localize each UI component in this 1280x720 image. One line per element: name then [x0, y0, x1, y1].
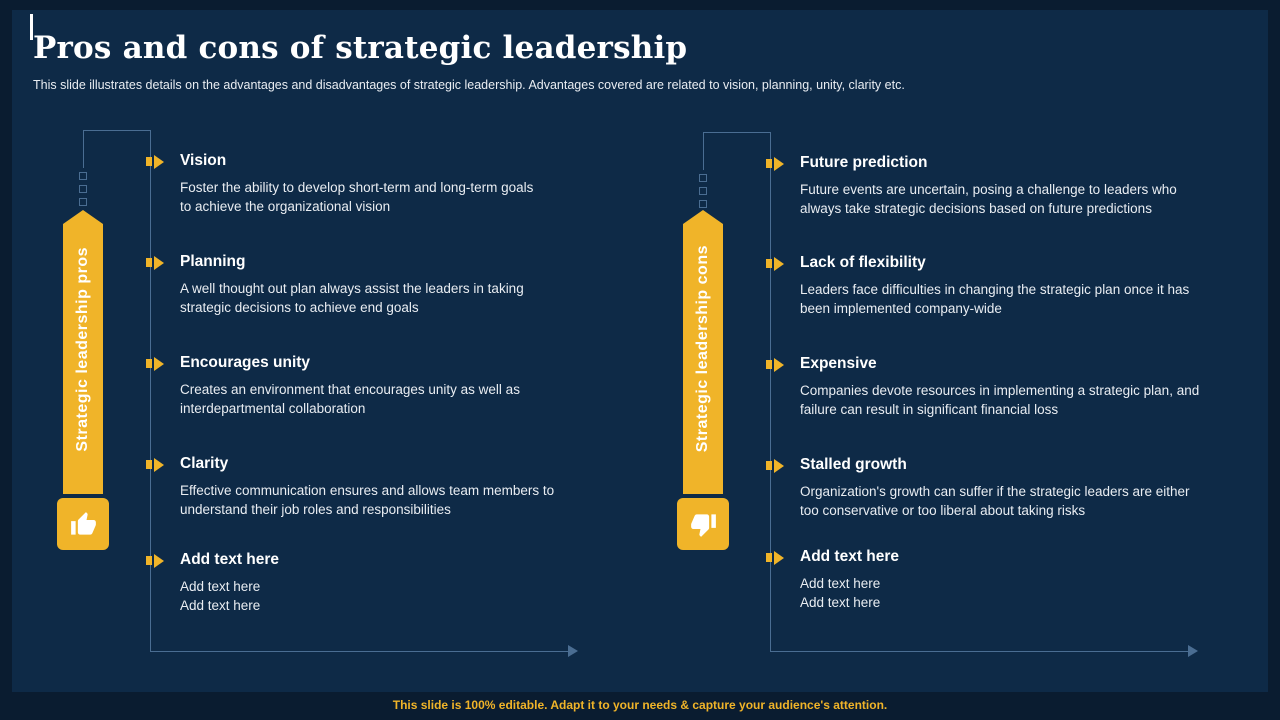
- double-arrow-icon: [146, 554, 172, 568]
- cons-frame-line-bottom: [770, 651, 1188, 652]
- placeholder-heading[interactable]: Add text here: [800, 548, 900, 565]
- cons-item-placeholder: Add text here Add text here Add text her…: [766, 548, 1206, 612]
- cons-connector-line-top: [704, 132, 770, 133]
- pros-connector-line-stub: [83, 130, 84, 168]
- pros-ribbon: Strategic leadership pros: [63, 210, 103, 494]
- cons-item-lack-of-flexibility: Lack of flexibility Leaders face difficu…: [766, 254, 1206, 318]
- double-arrow-icon: [146, 256, 172, 270]
- cons-item-expensive: Expensive Companies devote resources in …: [766, 355, 1206, 419]
- pros-arrowhead-icon: [568, 645, 578, 657]
- double-arrow-icon: [766, 358, 792, 372]
- item-heading: Clarity: [180, 455, 229, 472]
- pros-item-encourages-unity: Encourages unity Creates an environment …: [146, 354, 546, 418]
- thumbs-down-badge: [677, 498, 729, 550]
- item-heading: Lack of flexibility: [800, 254, 926, 271]
- double-arrow-icon: [766, 157, 792, 171]
- cons-connector-line-stub: [703, 132, 704, 170]
- pros-item-planning: Planning A well thought out plan always …: [146, 253, 546, 317]
- thumbs-down-icon: [690, 513, 716, 537]
- pros-frame-line-vertical: [150, 130, 151, 651]
- slide-background: [12, 10, 1268, 692]
- placeholder-body[interactable]: Add text here Add text here: [800, 576, 881, 610]
- item-heading: Future prediction: [800, 154, 928, 171]
- thumbs-up-badge: [57, 498, 109, 550]
- item-body: Leaders face difficulties in changing th…: [800, 282, 1190, 316]
- cons-frame-line-vertical: [770, 132, 771, 651]
- cons-ribbon: Strategic leadership cons: [683, 210, 723, 494]
- thumbs-up-icon: [70, 511, 96, 535]
- pros-ribbon-label: Strategic leadership pros: [74, 246, 91, 452]
- item-heading: Planning: [180, 253, 246, 270]
- slide-subtitle: This slide illustrates details on the ad…: [33, 78, 905, 92]
- double-arrow-icon: [146, 458, 172, 472]
- item-body: Companies devote resources in implementi…: [800, 383, 1200, 417]
- corner-mark: [30, 14, 33, 40]
- page-title: Pros and cons of strategic leadership: [33, 30, 688, 66]
- cons-arrowhead-icon: [1188, 645, 1198, 657]
- item-body: Creates an environment that encourages u…: [180, 382, 520, 416]
- item-heading: Vision: [180, 152, 227, 169]
- cons-item-stalled-growth: Stalled growth Organization's growth can…: [766, 456, 1206, 520]
- item-heading: Encourages unity: [180, 354, 311, 371]
- double-arrow-icon: [146, 357, 172, 371]
- pros-dotted-connector: [79, 172, 87, 206]
- item-body: Future events are uncertain, posing a ch…: [800, 182, 1177, 216]
- item-heading: Stalled growth: [800, 456, 907, 473]
- pros-frame-line-bottom: [150, 651, 568, 652]
- placeholder-heading[interactable]: Add text here: [180, 551, 280, 568]
- slide-footer: This slide is 100% editable. Adapt it to…: [392, 698, 888, 712]
- double-arrow-icon: [766, 459, 792, 473]
- placeholder-body[interactable]: Add text here Add text here: [180, 579, 261, 613]
- cons-item-future-prediction: Future prediction Future events are unce…: [766, 154, 1206, 218]
- double-arrow-icon: [766, 551, 792, 565]
- double-arrow-icon: [766, 257, 792, 271]
- item-body: Organization's growth can suffer if the …: [800, 484, 1190, 518]
- double-arrow-icon: [146, 155, 172, 169]
- item-body: A well thought out plan always assist th…: [180, 281, 524, 315]
- cons-ribbon-label: Strategic leadership cons: [694, 245, 711, 453]
- pros-item-clarity: Clarity Effective communication ensures …: [146, 455, 556, 519]
- pros-item-vision: Vision Foster the ability to develop sho…: [146, 152, 536, 216]
- pros-connector-line-top: [84, 130, 150, 131]
- item-heading: Expensive: [800, 355, 877, 372]
- cons-dotted-connector: [699, 174, 707, 208]
- item-body: Foster the ability to develop short-term…: [180, 180, 534, 214]
- item-body: Effective communication ensures and allo…: [180, 483, 555, 517]
- pros-item-placeholder: Add text here Add text here Add text her…: [146, 551, 536, 615]
